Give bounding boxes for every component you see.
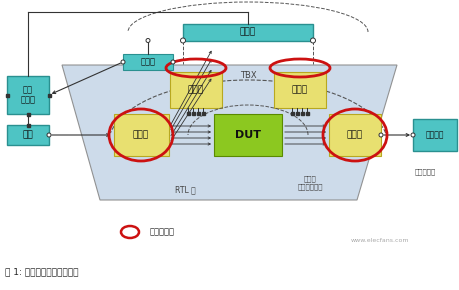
Bar [6,93,9,97]
Text: 激励: 激励 [22,130,34,139]
Bar [123,54,173,70]
Bar [296,111,298,115]
Bar [186,111,190,115]
Polygon shape [62,65,397,200]
Bar [329,114,381,156]
Text: 监视器: 监视器 [292,86,308,95]
Bar [202,111,205,115]
Bar [7,125,49,145]
Text: 验证平台层: 验证平台层 [414,169,436,175]
Bar [183,23,313,41]
Text: 图 1: 基于事务的验证平台。: 图 1: 基于事务的验证平台。 [5,267,78,276]
Circle shape [146,39,150,43]
Text: 事务层
（抽象桥梁）: 事务层 （抽象桥梁） [297,176,323,190]
Text: DUT: DUT [235,130,261,140]
Bar [301,111,303,115]
Bar [27,113,29,115]
Bar [196,111,200,115]
Bar [47,93,50,97]
Bar [214,114,282,156]
Bar [274,72,326,108]
Text: 覆盖率: 覆盖率 [140,57,156,66]
Text: 驱动器: 驱动器 [133,130,149,139]
Text: RTL 层: RTL 层 [174,186,196,195]
Text: TBX: TBX [240,70,256,79]
Circle shape [310,38,315,43]
Circle shape [47,133,51,137]
Circle shape [180,38,185,43]
Circle shape [379,133,383,137]
Bar [291,111,293,115]
Bar [7,76,49,114]
Bar [113,114,168,156]
Text: 从动装置: 从动装置 [426,130,444,139]
Bar [170,72,222,108]
Text: 监视器: 监视器 [188,86,204,95]
Bar [27,124,29,126]
Text: www.elecfans.com: www.elecfans.com [351,238,409,242]
Bar [413,119,457,151]
Text: 非时序事务: 非时序事务 [150,227,174,237]
Circle shape [171,60,175,64]
Circle shape [411,133,415,137]
Text: 记分板: 记分板 [240,28,256,37]
Bar [306,111,308,115]
Circle shape [121,60,125,64]
Text: 响应器: 响应器 [347,130,363,139]
Bar [191,111,195,115]
Text: 测试
控制器: 测试 控制器 [21,85,35,105]
